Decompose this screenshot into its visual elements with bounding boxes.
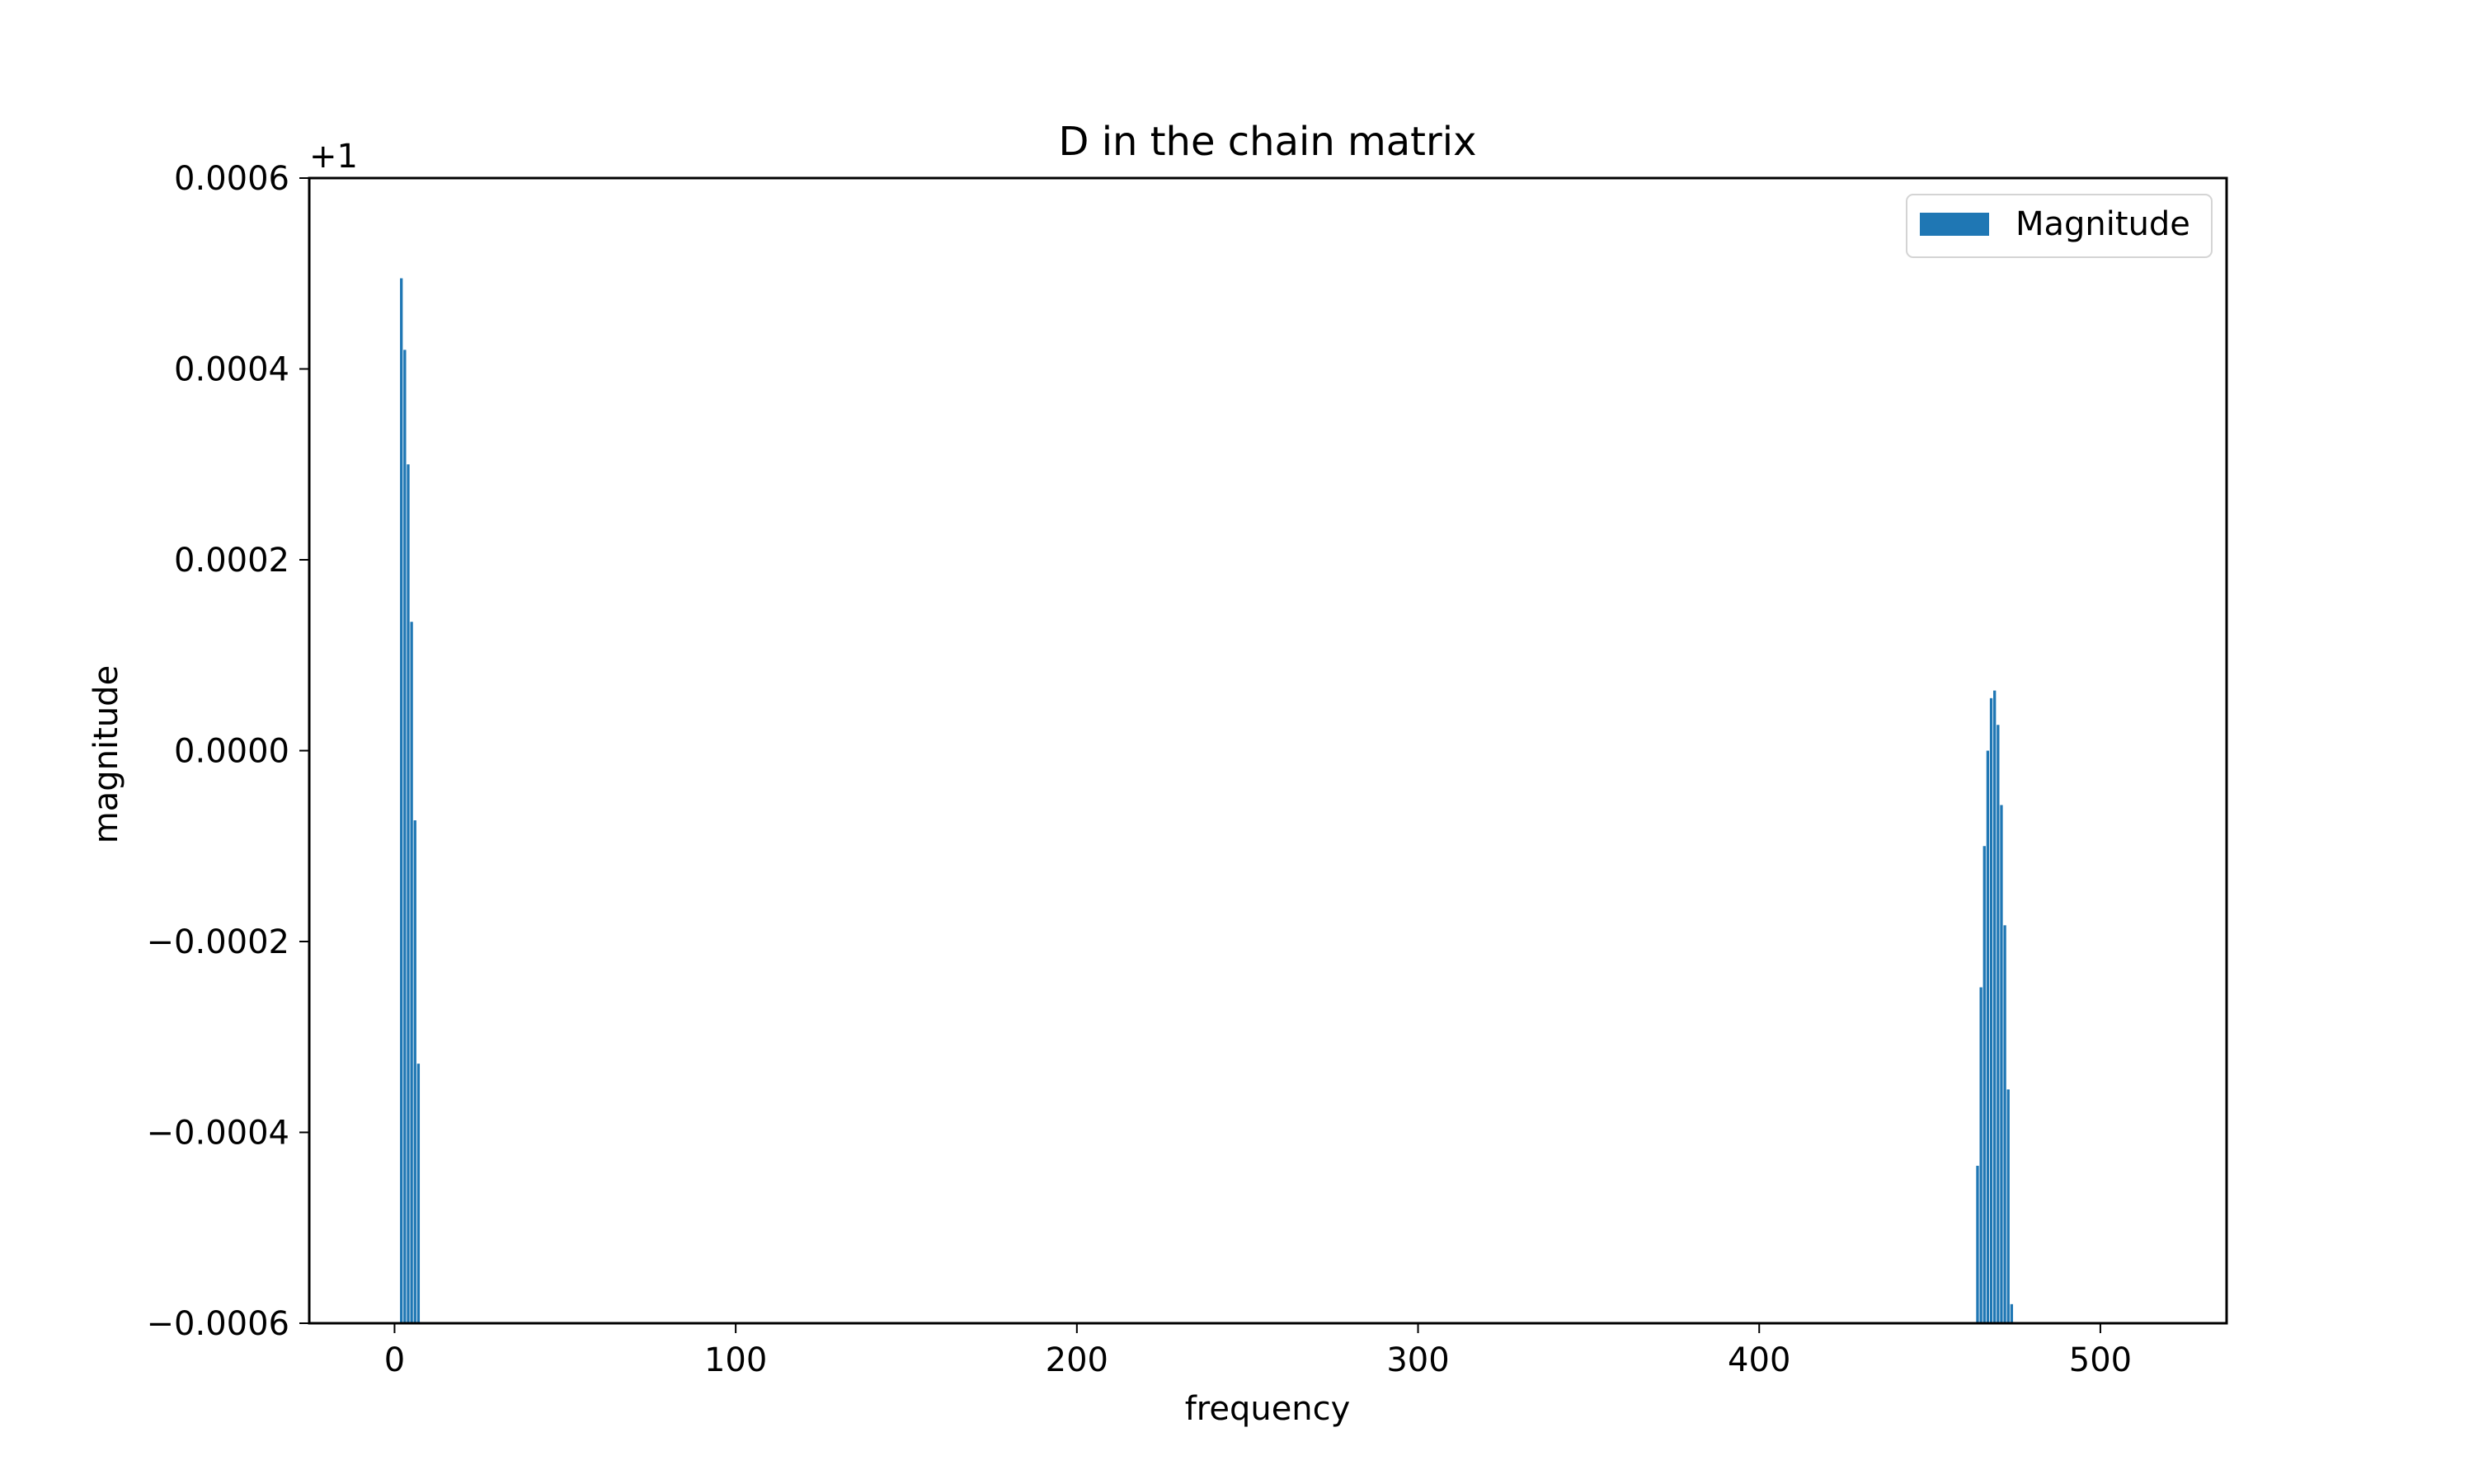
y-axis-label: magnitude bbox=[87, 665, 125, 843]
y-tick-label: 0.0000 bbox=[174, 733, 289, 771]
bar bbox=[407, 464, 410, 1323]
x-tick-label: 400 bbox=[1728, 1341, 1790, 1379]
bar bbox=[413, 820, 416, 1323]
bar bbox=[403, 350, 407, 1324]
legend: Magnitude bbox=[1906, 194, 2213, 258]
legend-swatch bbox=[1920, 213, 1989, 236]
bar bbox=[2006, 1089, 2010, 1323]
y-offset-label: +1 bbox=[309, 138, 358, 176]
legend-box bbox=[1906, 194, 2213, 258]
y-tick-label: −0.0004 bbox=[147, 1115, 289, 1153]
y-axis: −0.0006 −0.0004 −0.0002 0.0000 0.0002 0.0004 0… bbox=[147, 160, 309, 1343]
bar bbox=[416, 1064, 421, 1323]
bar bbox=[1976, 1166, 1979, 1323]
bar bbox=[2003, 925, 2006, 1323]
y-tick-label: 0.0002 bbox=[174, 542, 289, 580]
y-tick-label: 0.0006 bbox=[174, 160, 289, 198]
y-tick-label: 0.0004 bbox=[174, 351, 289, 389]
x-tick-label: 200 bbox=[1046, 1341, 1108, 1379]
x-tick-label: 0 bbox=[384, 1341, 405, 1379]
x-tick-label: 100 bbox=[704, 1341, 767, 1379]
chart-title: D in the chain matrix bbox=[1059, 119, 1477, 165]
y-tick-label: −0.0006 bbox=[147, 1305, 289, 1343]
bar bbox=[2000, 805, 2003, 1323]
x-tick-label: 300 bbox=[1386, 1341, 1449, 1379]
bar bbox=[410, 622, 413, 1323]
bar bbox=[2010, 1303, 2014, 1323]
bar bbox=[400, 278, 403, 1323]
y-tick-label: −0.0002 bbox=[147, 923, 289, 961]
bar bbox=[1982, 846, 1986, 1323]
legend-entry-magnitude: Magnitude bbox=[2015, 205, 2190, 243]
bar bbox=[1997, 725, 2000, 1323]
x-axis: 0 100 200 300 400 500 bbox=[384, 1323, 2132, 1379]
bar bbox=[1989, 697, 1993, 1323]
bars-group bbox=[400, 278, 2014, 1324]
x-axis-label: frequency bbox=[1185, 1390, 1351, 1428]
x-tick-label: 500 bbox=[2069, 1341, 2132, 1379]
bar bbox=[1979, 987, 1982, 1323]
bar bbox=[1993, 690, 1997, 1323]
bar bbox=[1986, 750, 1990, 1323]
